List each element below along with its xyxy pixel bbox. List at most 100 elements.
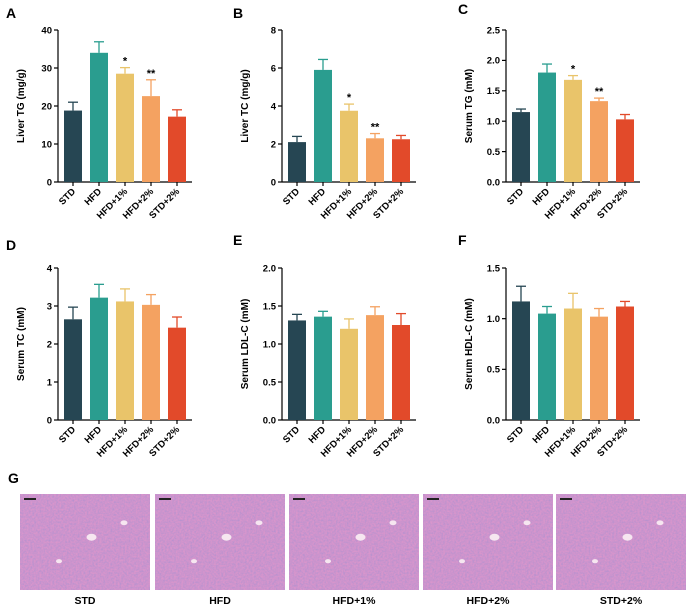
histology-image-hfd: HFD — [155, 494, 285, 607]
vessel-spot — [255, 520, 263, 526]
significance-marker: ** — [371, 122, 380, 134]
tissue-texture — [155, 494, 285, 590]
bar-std — [64, 319, 82, 420]
bar-hfd-1- — [340, 110, 358, 182]
panel-letter-d: D — [6, 237, 16, 253]
scale-bar — [159, 498, 171, 500]
histology-image-std-2-: STD+2% — [556, 494, 686, 607]
bar-std-2- — [392, 139, 410, 182]
y-tick-label: 30 — [41, 63, 52, 74]
y-tick-label: 0.0 — [487, 415, 500, 426]
y-axis-label: Serum HDL-C (mM) — [464, 298, 475, 390]
vessel-spot — [523, 520, 531, 526]
vessel-spot — [389, 520, 397, 526]
x-tick-label: STD — [57, 424, 78, 445]
bar-std — [288, 320, 306, 420]
x-tick-label: HFD — [307, 186, 329, 208]
significance-marker: ** — [595, 86, 604, 98]
y-tick-label: 6 — [271, 63, 276, 74]
y-tick-label: 0.5 — [487, 147, 501, 158]
x-tick-label: STD — [57, 186, 78, 207]
histology-label: HFD — [209, 595, 231, 607]
y-tick-label: 0.5 — [263, 377, 277, 388]
y-tick-label: 2.5 — [487, 25, 501, 36]
x-tick-label: HFD — [531, 424, 553, 446]
y-tick-label: 1.0 — [487, 117, 500, 128]
x-tick-label: HFD — [83, 186, 105, 208]
histology-label: STD — [75, 595, 96, 607]
y-tick-label: 1 — [47, 377, 53, 388]
bar-hfd-2- — [142, 304, 160, 420]
x-tick-label: HFD — [307, 424, 329, 446]
bar-hfd-1- — [564, 308, 582, 420]
vessel-spot — [86, 533, 97, 541]
bar-hfd — [90, 52, 108, 182]
bar-hfd — [538, 72, 556, 182]
bar-std — [512, 112, 530, 182]
panel-letter-e: E — [233, 232, 242, 248]
histology-image-hfd-1-: HFD+1% — [289, 494, 419, 607]
vessel-spot — [622, 533, 633, 541]
scale-bar — [427, 498, 439, 500]
y-tick-label: 1.5 — [487, 86, 501, 97]
y-tick-label: 1.0 — [487, 314, 500, 325]
bar-hfd-2- — [366, 138, 384, 182]
x-tick-label: STD — [505, 186, 526, 207]
x-tick-label: HFD — [531, 186, 553, 208]
bar-std — [288, 142, 306, 182]
panel-letter-g: G — [8, 470, 19, 486]
x-tick-label: STD — [281, 186, 302, 207]
histology-panel: G STD HFD HFD+1% HFD+2% STD+2% — [8, 470, 686, 607]
significance-marker: ** — [147, 68, 156, 80]
vessel-spot — [592, 559, 598, 564]
y-tick-label: 0 — [271, 177, 276, 188]
histology-image-std: STD — [20, 494, 150, 607]
bar-hfd-2- — [590, 316, 608, 420]
tissue-texture — [289, 494, 419, 590]
histology-label: HFD+1% — [333, 595, 377, 607]
tissue-texture — [556, 494, 686, 590]
panel-letter-f: F — [458, 232, 467, 248]
significance-marker: * — [123, 56, 128, 68]
y-axis-label: Liver TC (mg/g) — [240, 69, 251, 142]
vessel-spot — [489, 533, 500, 541]
y-tick-label: 2 — [47, 339, 52, 350]
y-tick-label: 2.0 — [487, 56, 500, 67]
bar-hfd-1- — [116, 301, 134, 420]
bar-hfd — [314, 316, 332, 420]
bar-hfd-1- — [564, 79, 582, 182]
histology-label: HFD+2% — [467, 595, 511, 607]
vessel-spot — [56, 559, 62, 564]
vessel-spot — [459, 559, 465, 564]
bar-hfd — [538, 313, 556, 420]
y-tick-label: 2.0 — [263, 263, 276, 274]
vessel-spot — [120, 520, 128, 526]
y-tick-label: 0.0 — [487, 177, 500, 188]
vessel-spot — [221, 533, 232, 541]
bar-hfd-1- — [116, 73, 134, 182]
y-tick-label: 0.5 — [487, 365, 501, 376]
bar-hfd-2- — [142, 96, 160, 182]
y-tick-label: 0 — [47, 177, 52, 188]
scale-bar — [24, 498, 36, 500]
y-axis-label: Serum LDL-C (mM) — [240, 299, 251, 390]
bar-std — [64, 110, 82, 182]
y-tick-label: 20 — [41, 101, 52, 112]
y-tick-label: 4 — [47, 263, 53, 274]
y-tick-label: 1.5 — [487, 263, 501, 274]
x-tick-label: STD — [505, 424, 526, 445]
x-tick-label: HFD — [83, 424, 105, 446]
y-tick-label: 1.5 — [263, 301, 277, 312]
bar-hfd-2- — [366, 315, 384, 420]
vessel-spot — [325, 559, 331, 564]
x-tick-label: STD — [281, 424, 302, 445]
histology-image-hfd-2-: HFD+2% — [423, 494, 553, 607]
y-tick-label: 2 — [271, 139, 276, 150]
